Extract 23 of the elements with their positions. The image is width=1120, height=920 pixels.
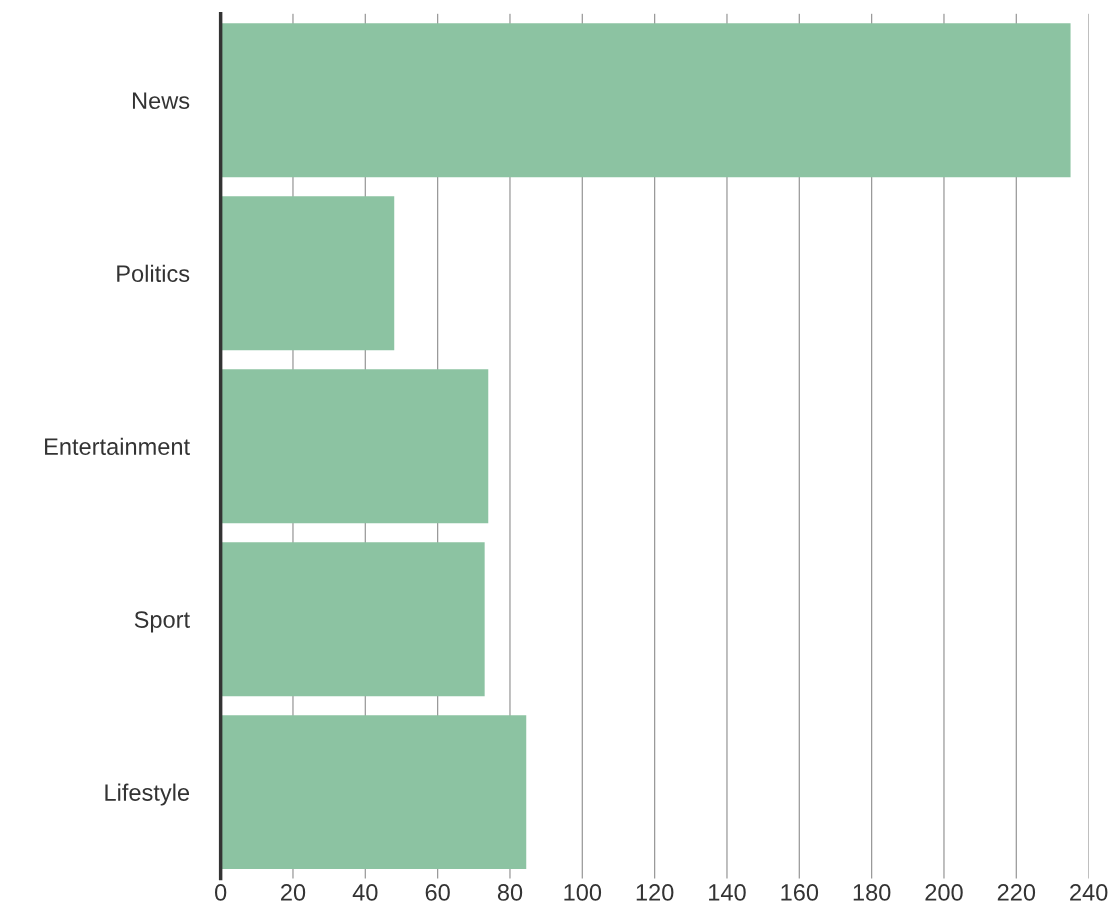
- x-tick-label: 180: [853, 884, 891, 901]
- bar: [220, 369, 489, 524]
- x-tick-label: 0: [215, 884, 227, 901]
- bar: [220, 715, 527, 870]
- x-tick-label: 100: [564, 884, 602, 901]
- y-tick-label: Sport: [134, 611, 190, 633]
- x-tick-label: 160: [781, 884, 819, 901]
- y-tick-label: Politics: [117, 264, 190, 283]
- x-tick-label: 120: [636, 884, 674, 901]
- bar: [220, 196, 395, 351]
- bar: [220, 23, 1071, 178]
- x-tick-label: 240: [1070, 884, 1108, 901]
- x-tick-label: 140: [709, 884, 746, 901]
- y-tick-label: Lifestyle: [105, 783, 190, 806]
- x-tick-label: 200: [925, 884, 963, 901]
- x-tick-label: 80: [497, 884, 523, 901]
- bar: [220, 542, 485, 697]
- y-tick-label: News: [132, 92, 190, 110]
- x-tick-label: 20: [281, 884, 306, 901]
- x-tick-label: 40: [352, 884, 378, 901]
- y-tick-label: Entertainment: [45, 437, 190, 455]
- x-tick-label: 60: [425, 884, 450, 901]
- x-tick-label: 220: [997, 884, 1036, 901]
